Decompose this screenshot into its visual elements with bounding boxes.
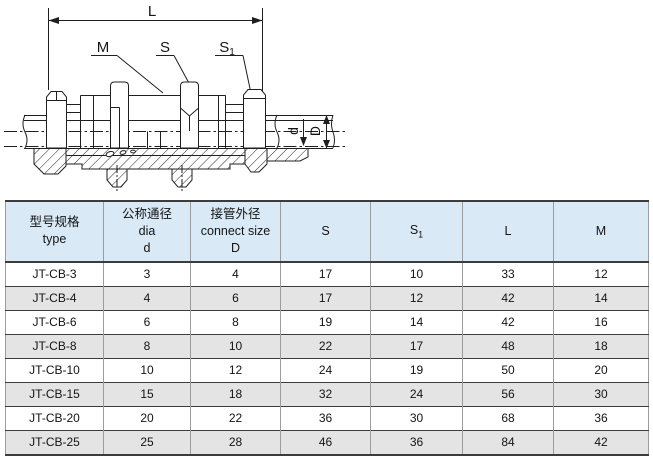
technical-drawing: L M S S1 [0,0,653,200]
dimension-d: d [285,119,307,146]
column-header: M [553,201,649,263]
value-cell: 17 [280,285,371,311]
value-cell: 18 [190,381,281,407]
value-cell: 10 [190,333,281,359]
model-cell: JT-CB-20 [5,405,104,431]
dimension-D: D [307,115,330,149]
table-row: JT-CB-4 4 6 17 12 42 14 [5,285,649,311]
column-header: 公称通径 dia d [103,201,191,263]
value-cell: 24 [370,381,463,407]
value-cell: 25 [103,429,191,455]
value-cell: 36 [280,405,371,431]
table-row: JT-CB-25 25 28 46 36 84 42 [5,429,649,455]
value-cell: 30 [553,381,649,407]
value-cell: 24 [280,357,371,383]
table-row: JT-CB-15 15 18 32 24 56 30 [5,381,649,407]
value-cell: 10 [370,261,463,287]
column-header: L [462,201,554,263]
center-hex-left [110,81,129,149]
table-row: JT-CB-10 10 12 24 19 50 20 [5,357,649,383]
value-cell: 12 [553,261,649,287]
value-cell: 46 [280,429,371,455]
spec-table-header-row: 型号规格 type 公称通径 dia d 接管外径 connect size D S S1 L M [5,201,649,263]
value-cell: 36 [553,405,649,431]
model-cell: JT-CB-8 [5,333,104,359]
value-cell: 20 [103,405,191,431]
value-cell: 30 [370,405,463,431]
model-cell: JT-CB-3 [32,267,77,282]
value-cell: 28 [190,429,281,455]
center-lines [4,131,348,147]
section-details [66,149,245,193]
model-cell: JT-CB-4 [5,285,104,311]
value-cell: 32 [280,381,371,407]
spec-table-head: 型号规格 type 公称通径 dia d 接管外径 connect size D S S1 L M [5,201,649,263]
value-cell: 3 [103,261,191,287]
value-cell: 56 [462,381,554,407]
right-pipe [265,114,335,149]
value-cell: 42 [462,285,554,311]
value-cell: 4 [190,261,281,287]
dim-label-L: L [148,3,156,20]
value-cell: 17 [370,333,463,359]
right-hex-nut [243,89,266,149]
dim-label-M: M [97,39,110,56]
fitting-cross-section-svg: L M S S1 [4,3,348,193]
model-cell: JT-CB-25 [5,429,104,455]
model-cell: JT-CB-15 [5,381,104,407]
section-hatched-lower-half [33,148,309,188]
column-header: 接管外径 connect size D [190,201,281,263]
value-cell: 19 [280,309,371,335]
dim-label-S1: S1 [219,39,235,58]
value-cell: 10 [103,357,191,383]
value-cell: 8 [190,309,281,335]
value-cell: 4 [103,285,191,311]
value-cell: 42 [462,309,554,335]
value-cell: 22 [280,333,371,359]
column-header: 型号规格 type [5,201,104,263]
svg-text:d: d [285,127,301,135]
value-cell: 12 [370,285,463,311]
value-cell: 14 [553,285,649,311]
table-row: JT-CB-20 20 22 36 30 68 36 [5,405,649,431]
value-cell: 14 [370,309,463,335]
left-hex-nut [46,91,67,149]
value-cell: 50 [462,357,554,383]
column-header: S [280,201,371,263]
leader-lines [91,55,253,99]
table-row: JT-CB-3 3 4 17 10 33 12 [6,261,649,287]
value-cell: 20 [553,357,649,383]
value-cell: 36 [370,429,463,455]
value-cell: 68 [462,405,554,431]
center-hex-right [180,81,199,149]
value-cell: 17 [280,261,371,287]
value-cell: 18 [553,333,649,359]
spec-table-body: JT-CB-3 3 4 17 10 33 12 JT-CB-4 4 6 17 12 42 14 JT-CB-… [5,261,649,455]
table-row: JT-CB-8 8 10 22 17 48 18 [5,333,649,359]
svg-text:D: D [307,126,323,136]
value-cell: 48 [462,333,554,359]
value-cell: 16 [553,309,649,335]
value-cell: 19 [370,357,463,383]
value-cell: 33 [462,261,554,287]
spec-table: 型号规格 type 公称通径 dia d 接管外径 connect size D S S1 L M J… [5,200,649,456]
value-cell: 15 [103,381,191,407]
model-cell: JT-CB-10 [5,357,104,383]
column-header: S1 [370,201,463,263]
dimension-L [48,8,263,106]
model-cell: JT-CB-6 [5,309,104,335]
value-cell: 84 [462,429,554,455]
value-cell: 6 [190,285,281,311]
value-cell: 8 [103,333,191,359]
fitting-body [66,95,243,148]
value-cell: 6 [103,309,191,335]
dim-label-S: S [160,39,170,56]
table-row: JT-CB-6 6 8 19 14 42 16 [5,309,649,335]
value-cell: 12 [190,357,281,383]
value-cell: 22 [190,405,281,431]
value-cell: 42 [553,429,649,455]
